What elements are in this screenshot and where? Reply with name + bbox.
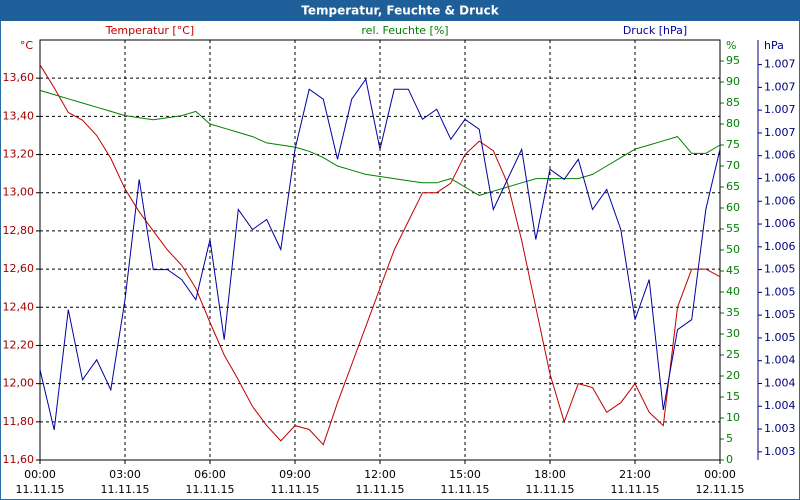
legend-label: Druck [hPa]: [623, 24, 687, 37]
y3-tick-label: 1.005: [764, 308, 796, 321]
y-tick-label: 12,00: [3, 377, 35, 390]
y2-tick-label: 75: [726, 138, 740, 151]
y3-tick-label: 1.006: [764, 149, 796, 162]
x-tick-date: 11.11.15: [441, 483, 490, 496]
x-tick-date: 11.11.15: [16, 483, 65, 496]
y2-tick-label: 55: [726, 222, 740, 235]
y3-tick-label: 1.006: [764, 171, 796, 184]
x-tick-label: 18:00: [534, 468, 566, 481]
y2-tick-label: 60: [726, 201, 740, 214]
y2-tick-label: 50: [726, 243, 740, 256]
y3-tick-label: 1.004: [764, 399, 796, 412]
y3-tick-label: 1.004: [764, 376, 796, 389]
y3-tick-label: 1.005: [764, 285, 796, 298]
y2-tick-label: 65: [726, 180, 740, 193]
y2-tick-label: 25: [726, 348, 740, 361]
y3-tick-label: 1.007: [764, 80, 796, 93]
y3-tick-label: 1.006: [764, 240, 796, 253]
series-line: [39, 64, 721, 446]
y-tick-label: 13,00: [3, 186, 35, 199]
y3-tick-label: 1.007: [764, 126, 796, 139]
legend-label: Temperatur [°C]: [105, 24, 194, 37]
x-tick-label: 06:00: [194, 468, 226, 481]
y3-axis-unit: hPa: [764, 39, 784, 52]
y2-tick-label: 40: [726, 285, 740, 298]
y3-tick-label: 1.006: [764, 194, 796, 207]
chart-title: Temperatur, Feuchte & Druck: [301, 4, 499, 18]
x-tick-date: 11.11.15: [611, 483, 660, 496]
y-tick-label: 12,40: [3, 300, 35, 313]
y2-tick-label: 20: [726, 369, 740, 382]
y-tick-label: 11,80: [3, 415, 35, 428]
y-tick-label: 11,60: [3, 453, 35, 466]
y-tick-label: 13,20: [3, 148, 35, 161]
x-tick-date: 11.11.15: [186, 483, 235, 496]
y2-tick-label: 35: [726, 306, 740, 319]
y-tick-label: 12,60: [3, 262, 35, 275]
y-tick-label: 13,60: [3, 71, 35, 84]
y3-tick-label: 1.007: [764, 103, 796, 116]
y3-tick-label: 1.007: [764, 58, 796, 71]
y2-tick-label: 80: [726, 117, 740, 130]
y-axis-unit: °C: [20, 39, 34, 52]
y3-tick-label: 1.005: [764, 263, 796, 276]
y2-tick-label: 95: [726, 54, 740, 67]
y2-tick-label: 70: [726, 159, 740, 172]
x-tick-date: 11.11.15: [271, 483, 320, 496]
y3-tick-label: 1.003: [764, 445, 796, 458]
y2-tick-label: 90: [726, 75, 740, 88]
y3-tick-label: 1.005: [764, 331, 796, 344]
y2-axis-unit: %: [726, 39, 736, 52]
x-tick-label: 15:00: [449, 468, 481, 481]
series-line: [39, 77, 721, 431]
y3-tick-label: 1.004: [764, 354, 796, 367]
y3-tick-label: 1.006: [764, 217, 796, 230]
y3-tick-label: 1.003: [764, 422, 796, 435]
x-tick-label: 00:00: [704, 468, 736, 481]
legend-label: rel. Feuchte [%]: [361, 24, 448, 37]
x-tick-date: 11.11.15: [101, 483, 150, 496]
y2-tick-label: 0: [726, 453, 733, 466]
title-bar: [0, 0, 800, 21]
y2-tick-label: 10: [726, 411, 740, 424]
x-tick-date: 11.11.15: [526, 483, 575, 496]
y2-tick-label: 45: [726, 264, 740, 277]
x-tick-label: 12:00: [364, 468, 396, 481]
y-tick-label: 13,40: [3, 109, 35, 122]
y2-tick-label: 30: [726, 327, 740, 340]
x-tick-label: 09:00: [279, 468, 311, 481]
plot-border: [39, 39, 721, 461]
x-tick-label: 03:00: [109, 468, 141, 481]
y-tick-label: 12,20: [3, 338, 35, 351]
y2-tick-label: 5: [726, 432, 733, 445]
x-tick-label: 21:00: [619, 468, 651, 481]
x-tick-date: 12.11.15: [696, 483, 745, 496]
series-line: [39, 89, 721, 196]
y-tick-label: 12,80: [3, 224, 35, 237]
y2-tick-label: 85: [726, 96, 740, 109]
y2-tick-label: 15: [726, 390, 740, 403]
x-tick-label: 00:00: [24, 468, 56, 481]
x-tick-date: 11.11.15: [356, 483, 405, 496]
